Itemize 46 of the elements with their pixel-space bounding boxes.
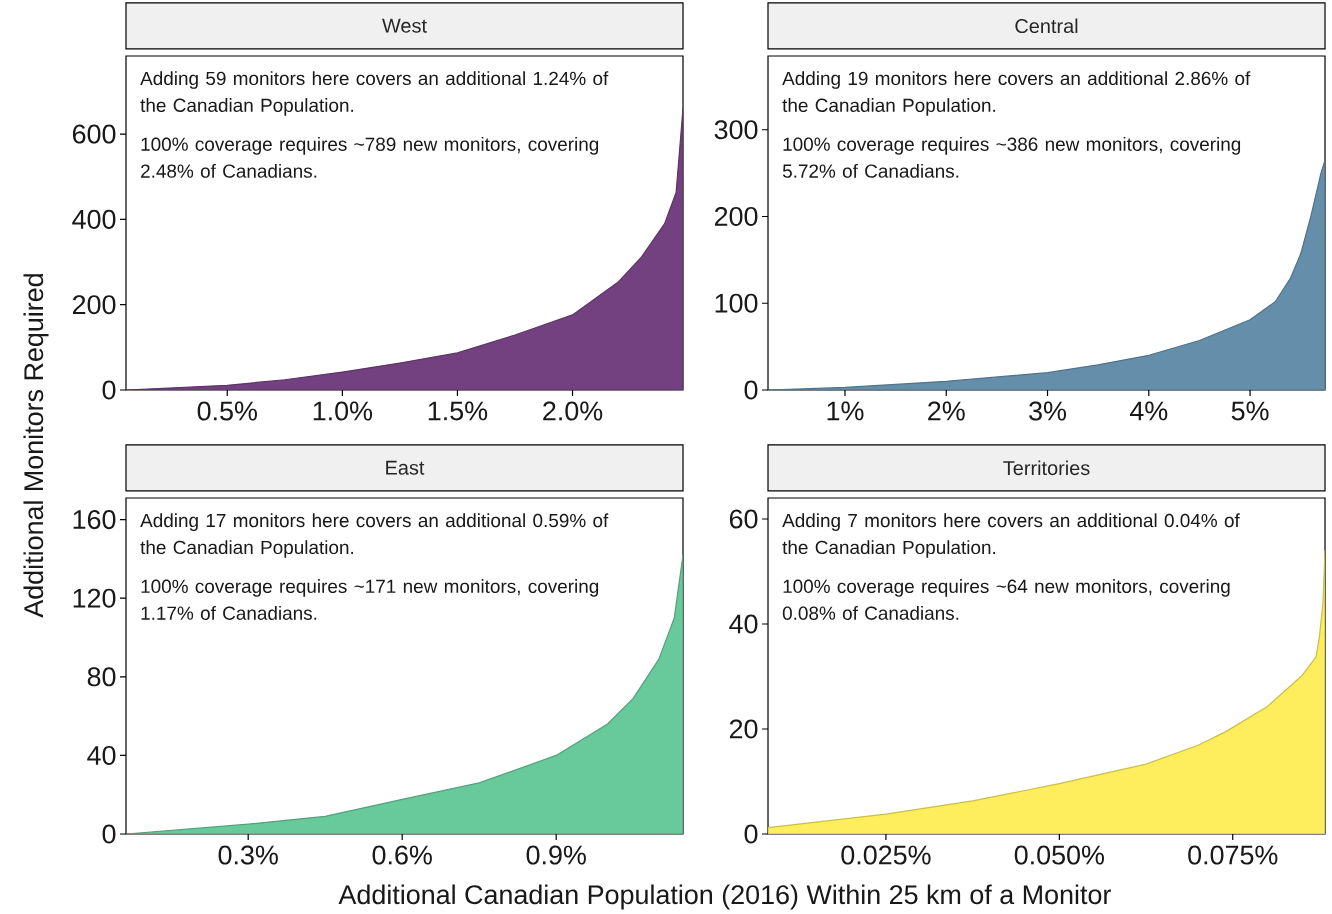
y-tick-label: 160 — [73, 510, 116, 530]
x-tick-label: 0.9% — [526, 845, 586, 865]
x-tick-label: 2% — [928, 401, 965, 421]
x-tick-label: 2.0% — [543, 401, 603, 421]
x-tick-label: 1.5% — [428, 401, 488, 421]
annotation: 100% coverage requires ~789 new monitors, covering 2.48% of Canadians. — [141, 137, 599, 178]
annotation: Adding 19 monitors here covers an additional 2.86% of the Canadian Population. — [782, 71, 1251, 116]
x-tick-label: 0.050% — [1014, 845, 1104, 865]
annotation: 100% coverage requires ~386 new monitors, covering 5.72% of Canadians. — [782, 137, 1241, 178]
x-tick-label: 0.6% — [372, 845, 432, 865]
y-tick-label: 0 — [102, 824, 116, 844]
x-axis-title: Additional Canadian Population (2016) Within 25 km of a Monitor — [338, 884, 1111, 910]
y-tick-label: 40 — [87, 745, 116, 765]
annotation: Adding 59 monitors here covers an additional 1.24% of the Canadian Population. — [140, 71, 609, 116]
x-tick-label: 0.3% — [218, 845, 278, 865]
chart-title: West — [382, 18, 427, 33]
y-tick-label: 400 — [72, 209, 116, 229]
y-tick-label: 0 — [744, 380, 758, 400]
chart-title: East — [386, 460, 425, 475]
x-tick-label: 1.0% — [313, 401, 373, 421]
y-tick-label: 100 — [715, 293, 758, 313]
y-tick-label: 60 — [729, 509, 758, 529]
annotation: 100% coverage requires ~171 new monitors, covering 1.17% of Canadians. — [141, 579, 599, 620]
y-tick-label: 40 — [729, 614, 758, 634]
annotation: Adding 17 monitors here covers an additional 0.59% of the Canadian Population. — [140, 513, 609, 558]
chart-title: Central — [1015, 18, 1078, 34]
x-tick-label: 1% — [827, 401, 864, 421]
chart-title: Territories — [1003, 460, 1090, 476]
y-tick-label: 200 — [72, 295, 116, 315]
annotation: 100% coverage requires ~64 new monitors, covering 0.08% of Canadians. — [782, 579, 1230, 620]
y-tick-label: 300 — [714, 120, 758, 140]
x-tick-label: 4% — [1129, 401, 1168, 421]
y-tick-label: 80 — [87, 667, 116, 687]
y-axis-title: Additional Monitors Required — [23, 274, 49, 618]
x-tick-label: 5% — [1231, 401, 1269, 421]
x-tick-label: 0.025% — [841, 845, 931, 865]
y-tick-label: 0 — [744, 824, 758, 844]
x-tick-label: 0.5% — [197, 401, 257, 421]
y-tick-label: 120 — [73, 588, 116, 608]
y-tick-label: 600 — [72, 124, 116, 144]
annotation: Adding 7 monitors here covers an additional 0.04% of the Canadian Population. — [782, 513, 1240, 558]
x-tick-label: 3% — [1029, 401, 1067, 421]
y-tick-label: 20 — [729, 719, 758, 739]
x-tick-label: 0.075% — [1188, 845, 1278, 865]
y-tick-label: 200 — [714, 206, 758, 227]
y-tick-label: 0 — [102, 380, 116, 400]
